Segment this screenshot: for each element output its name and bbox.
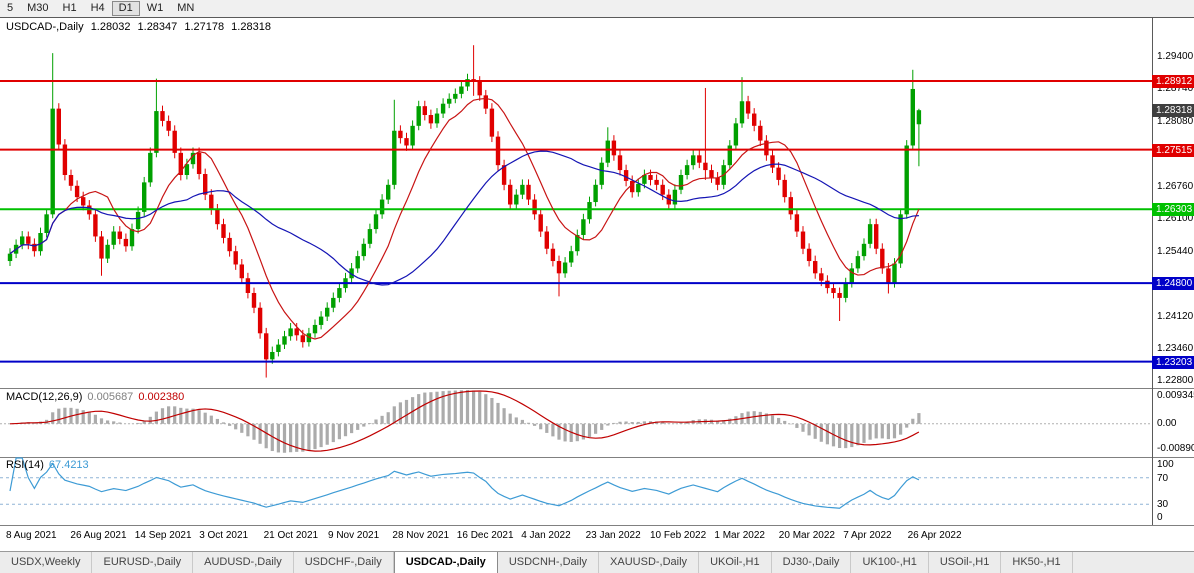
price-tick: 1.29400 [1157, 51, 1194, 62]
chart-tab-eurusd-daily[interactable]: EURUSD-,Daily [92, 552, 194, 573]
level-price-label: 1.23203 [1152, 355, 1194, 369]
chart-header: USDCAD-,Daily 1.28032 1.28347 1.27178 1.… [6, 21, 275, 33]
macd-main-value: 0.005687 [87, 391, 134, 403]
ohlc-close: 1.28318 [231, 21, 271, 33]
chart-tab-hk50-h1[interactable]: HK50-,H1 [1001, 552, 1073, 573]
date-label: 16 Dec 2021 [456, 530, 514, 541]
timeframe-button-h1[interactable]: H1 [62, 2, 77, 14]
rsi-tick: 0 [1157, 512, 1163, 523]
price-tick: 1.24120 [1157, 310, 1194, 322]
price-tick: 1.25440 [1157, 245, 1194, 257]
timeframe-button-m30[interactable]: M30 [27, 2, 49, 14]
chart-tab-audusd-daily[interactable]: AUDUSD-,Daily [193, 552, 294, 573]
rsi-tick: 30 [1157, 499, 1169, 511]
level-price-label: 1.24800 [1152, 277, 1194, 291]
date-label: 14 Sep 2021 [134, 530, 192, 541]
macd-name: MACD(12,26,9) [6, 391, 83, 403]
timeframe-button-h4[interactable]: H4 [90, 2, 105, 14]
timeframe-button-5[interactable]: 5 [7, 2, 14, 14]
date-label: 21 Oct 2021 [263, 530, 319, 541]
date-label: 9 Nov 2021 [328, 530, 380, 541]
timeframe-button-w1[interactable]: W1 [146, 2, 164, 14]
chart-tab-xauusd-daily[interactable]: XAUUSD-,Daily [599, 552, 700, 573]
price-tick: 1.26760 [1157, 180, 1194, 192]
date-label: 4 Jan 2022 [521, 530, 571, 541]
rsi-tick: 70 [1157, 472, 1169, 484]
price-axis[interactable]: 1.294001.287401.280801.274201.267601.261… [1153, 18, 1194, 525]
macd-signal-value: 0.002380 [138, 391, 185, 403]
timeframe-button-mn[interactable]: MN [177, 2, 195, 14]
rsi-name: RSI(14) [6, 459, 44, 471]
ohlc-high: 1.28347 [137, 21, 178, 33]
ohlc-low: 1.27178 [184, 21, 225, 33]
current-price-label: 1.28318 [1152, 104, 1194, 118]
chart-tab-usdcad-daily[interactable]: USDCAD-,Daily [393, 552, 498, 573]
price-tick: 1.28740 [1157, 83, 1194, 95]
date-label: 10 Feb 2022 [650, 530, 707, 541]
price-tick: 1.26100 [1157, 213, 1194, 225]
date-label: 28 Nov 2021 [392, 530, 450, 541]
date-label: 23 Jan 2022 [585, 530, 641, 541]
macd-tick: 0.00 [1157, 417, 1177, 429]
date-label: 26 Aug 2021 [70, 530, 127, 541]
date-label: 1 Mar 2022 [714, 530, 765, 541]
rsi-indicator-label: RSI(14) 67.4213 [6, 459, 89, 471]
macd-tick: -0.008900 [1157, 443, 1194, 454]
chart-tab-bar: USDX,Weekly EURUSD-,Daily AUDUSD-,Daily USD… [0, 551, 1194, 573]
level-price-label: 1.27515 [1152, 143, 1194, 157]
level-price-label: 1.26303 [1152, 203, 1194, 217]
chart-area: USDCAD-,Daily 1.28032 1.28347 1.27178 1.… [0, 18, 1194, 551]
timeframe-button-d1[interactable]: D1 [111, 1, 140, 16]
chart-tab-ukoil-h1[interactable]: UKOil-,H1 [699, 552, 772, 573]
price-tick: 1.22800 [1157, 375, 1194, 387]
chart-tab-usdcnh-daily[interactable]: USDCNH-,Daily [498, 552, 600, 573]
chart-canvas[interactable] [0, 18, 1194, 551]
price-tick: 1.23460 [1157, 343, 1194, 355]
macd-tick: 0.009345 [1157, 390, 1194, 401]
macd-indicator-label: MACD(12,26,9) 0.005687 0.002380 [6, 391, 184, 403]
chart-tab-usdchf-daily[interactable]: USDCHF-,Daily [294, 552, 394, 573]
chart-tab-usdx-weekly[interactable]: USDX,Weekly [0, 552, 93, 573]
rsi-tick: 100 [1157, 459, 1174, 470]
date-label: 7 Apr 2022 [843, 530, 892, 541]
ohlc-open: 1.28032 [90, 21, 131, 33]
date-label: 3 Oct 2021 [199, 530, 249, 541]
price-tick: 1.28080 [1157, 115, 1194, 127]
date-label: 20 Mar 2022 [778, 530, 835, 541]
date-label: 26 Apr 2022 [907, 530, 962, 541]
level-price-label: 1.28912 [1152, 74, 1194, 88]
chart-tab-dj30-daily[interactable]: DJ30-,Daily [772, 552, 852, 573]
chart-tab-usoil-h1[interactable]: USOil-,H1 [929, 552, 1002, 573]
time-axis[interactable]: 8 Aug 2021 26 Aug 2021 14 Sep 2021 3 Oct 20… [0, 526, 1194, 551]
rsi-value: 67.4213 [48, 459, 89, 471]
symbol-period-label: USDCAD-,Daily [6, 21, 84, 33]
chart-tab-uk100-h1[interactable]: UK100-,H1 [851, 552, 929, 573]
timeframe-toolbar: 5 M30 H1 H4 D1 W1 MN [0, 0, 1194, 18]
date-label: 8 Aug 2021 [6, 530, 57, 541]
